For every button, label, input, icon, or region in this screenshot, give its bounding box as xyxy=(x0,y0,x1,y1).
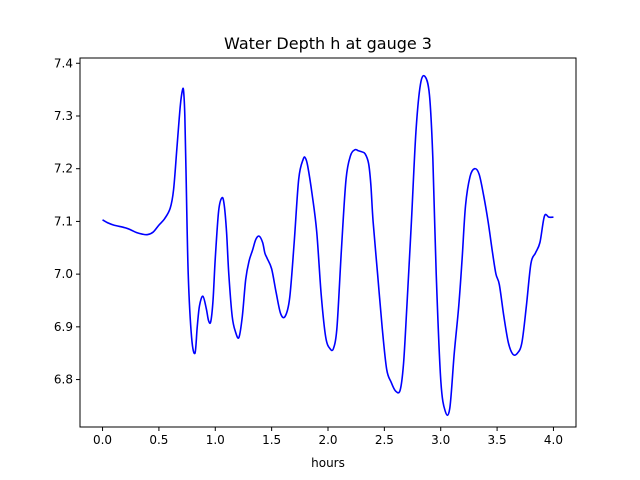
x-tick-label: 0.5 xyxy=(149,433,168,447)
chart-title: Water Depth h at gauge 3 xyxy=(224,34,432,53)
y-tick-label: 7.2 xyxy=(54,162,73,176)
x-tick-label: 4.0 xyxy=(544,433,563,447)
x-tick-label: 1.5 xyxy=(262,433,281,447)
x-tick-label: 0.0 xyxy=(93,433,112,447)
y-tick-label: 7.4 xyxy=(54,56,73,70)
y-tick-label: 6.8 xyxy=(54,373,73,387)
x-tick-label: 1.0 xyxy=(206,433,225,447)
y-tick-label: 7.1 xyxy=(54,214,73,228)
y-axis-ticks: 6.8 6.9 7.0 7.1 7.2 7.3 7.4 xyxy=(54,56,80,387)
series-line xyxy=(102,74,554,417)
x-tick-label: 2.5 xyxy=(375,433,394,447)
x-tick-label: 3.0 xyxy=(431,433,450,447)
x-tick-label: 3.5 xyxy=(488,433,507,447)
x-axis-label: hours xyxy=(311,456,345,470)
x-tick-label: 2.0 xyxy=(318,433,337,447)
y-tick-label: 6.9 xyxy=(54,320,73,334)
y-tick-label: 7.0 xyxy=(54,267,73,281)
y-tick-label: 7.3 xyxy=(54,109,73,123)
plot-area-frame xyxy=(79,57,577,428)
x-axis-ticks: 0.0 0.5 1.0 1.5 2.0 2.5 3.0 3.5 4.0 xyxy=(93,427,563,447)
